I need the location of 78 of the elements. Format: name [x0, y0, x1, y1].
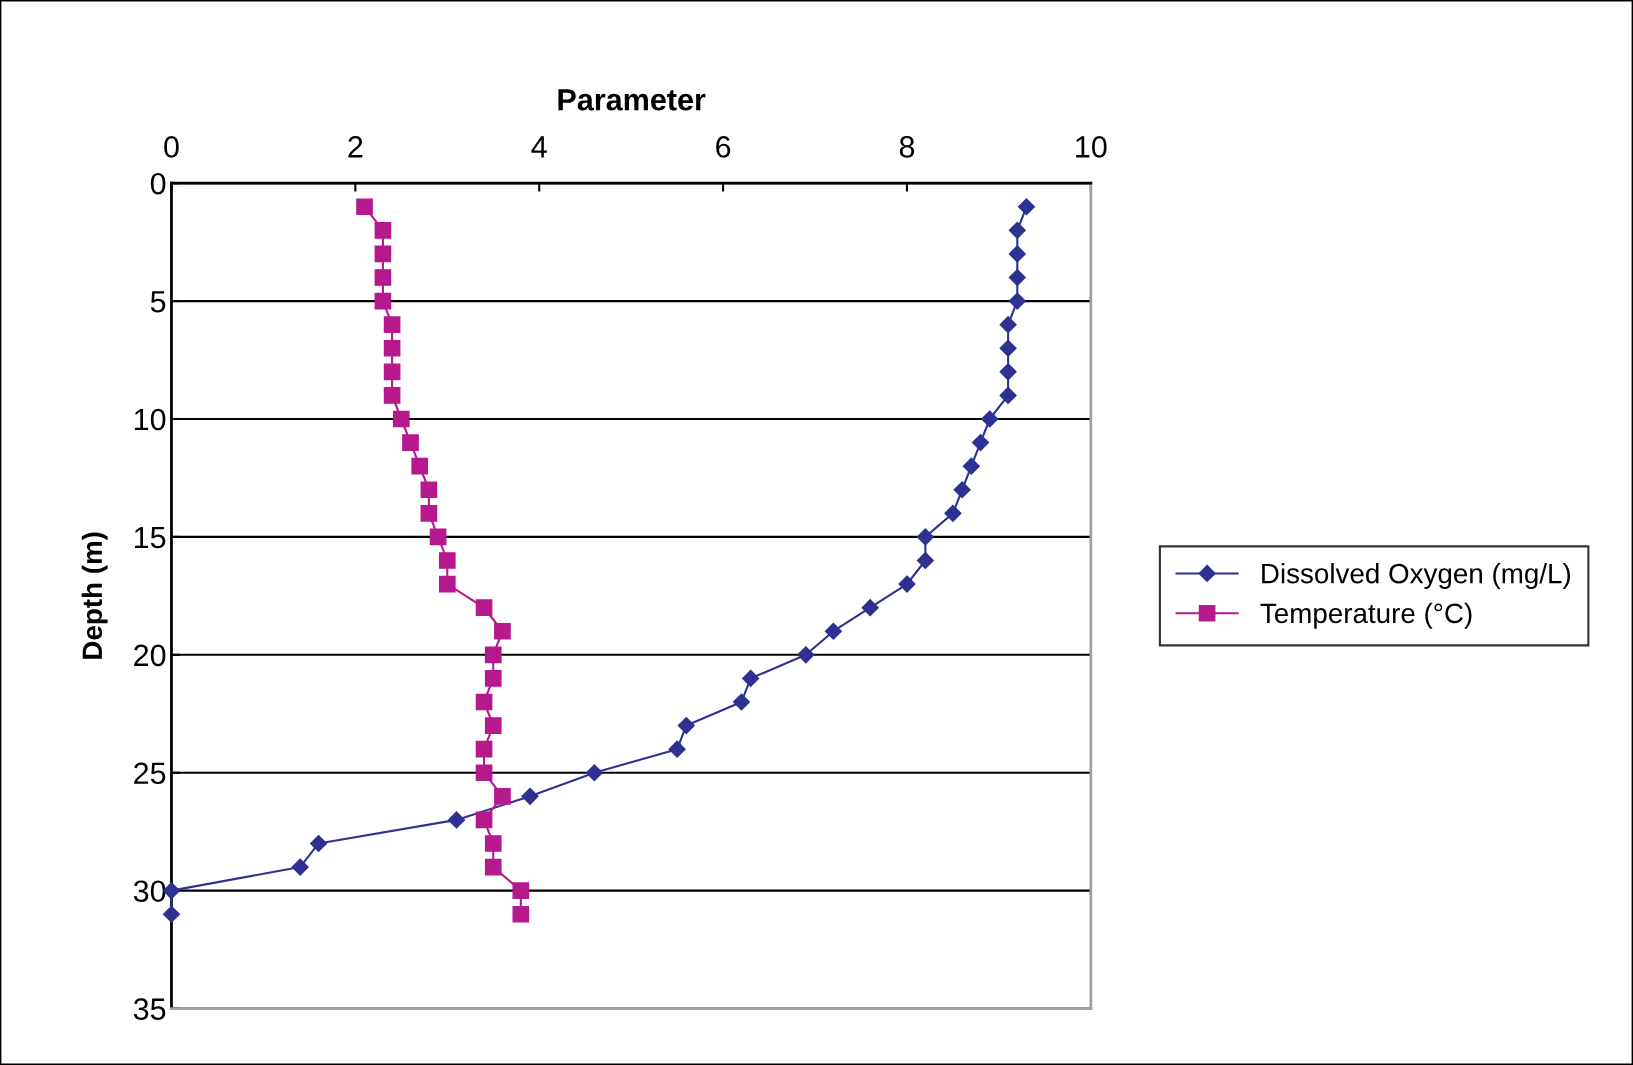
y-axis-title: Depth (m)	[81, 532, 108, 659]
point	[1017, 198, 1036, 216]
x-axis-title: Parameter	[558, 89, 706, 111]
point	[475, 740, 493, 758]
point	[383, 339, 401, 357]
point	[981, 410, 999, 428]
point	[475, 811, 493, 829]
point	[392, 410, 410, 428]
x-tick-label: 6	[716, 136, 731, 158]
point	[162, 905, 181, 923]
point	[438, 575, 456, 593]
point	[374, 292, 392, 310]
legend-label: Dissolved Oxygen (mg/L)	[1262, 563, 1571, 589]
point	[420, 504, 438, 522]
point	[797, 646, 815, 664]
point	[291, 858, 309, 876]
point	[484, 646, 502, 664]
point	[475, 764, 493, 782]
point	[420, 481, 438, 499]
point	[585, 764, 603, 782]
point	[1008, 221, 1026, 239]
point	[1008, 268, 1026, 287]
point	[374, 222, 392, 239]
y-tick-label: 20	[134, 644, 166, 667]
point	[999, 316, 1017, 334]
point	[944, 504, 962, 522]
point	[310, 834, 328, 853]
point	[383, 363, 401, 381]
point	[916, 528, 934, 546]
point	[475, 599, 493, 616]
point	[898, 575, 916, 593]
point	[374, 269, 392, 286]
point	[411, 457, 429, 475]
point	[356, 198, 373, 216]
point	[999, 339, 1017, 357]
point	[916, 551, 934, 570]
x-tick-label: 2	[348, 136, 363, 158]
point	[677, 717, 695, 735]
point	[999, 363, 1017, 381]
legend-label: Temperature (°C)	[1260, 602, 1472, 629]
point	[402, 434, 419, 451]
y-tick-label: 0	[150, 172, 166, 195]
y-tick-label: 15	[134, 526, 166, 549]
point	[383, 387, 401, 404]
y-tick-label: 25	[134, 762, 166, 785]
point	[429, 528, 447, 546]
point	[971, 434, 990, 452]
point	[512, 882, 530, 899]
x-tick-label: 10	[1076, 136, 1107, 158]
point	[484, 858, 502, 876]
x-tick-label: 4	[531, 136, 547, 158]
point	[861, 599, 879, 617]
point	[484, 717, 502, 734]
point	[1008, 245, 1026, 263]
x-tick-label: 8	[899, 136, 915, 158]
point	[668, 740, 686, 758]
point	[447, 811, 466, 829]
point	[962, 457, 980, 475]
point	[475, 693, 493, 711]
point	[999, 386, 1017, 404]
point	[383, 316, 401, 334]
point	[953, 481, 971, 499]
point	[521, 787, 539, 805]
point	[484, 670, 502, 687]
point	[484, 835, 502, 852]
point	[438, 552, 456, 569]
point	[824, 622, 842, 640]
point	[374, 245, 392, 263]
point	[742, 669, 760, 687]
point	[512, 905, 530, 923]
y-tick-label: 30	[133, 880, 166, 903]
y-tick-label: 35	[133, 998, 166, 1020]
point	[494, 787, 511, 805]
y-tick-label: 10	[134, 408, 166, 431]
point	[494, 622, 511, 640]
y-tick-label: 5	[150, 291, 166, 313]
point	[732, 693, 751, 711]
point	[1008, 292, 1026, 310]
